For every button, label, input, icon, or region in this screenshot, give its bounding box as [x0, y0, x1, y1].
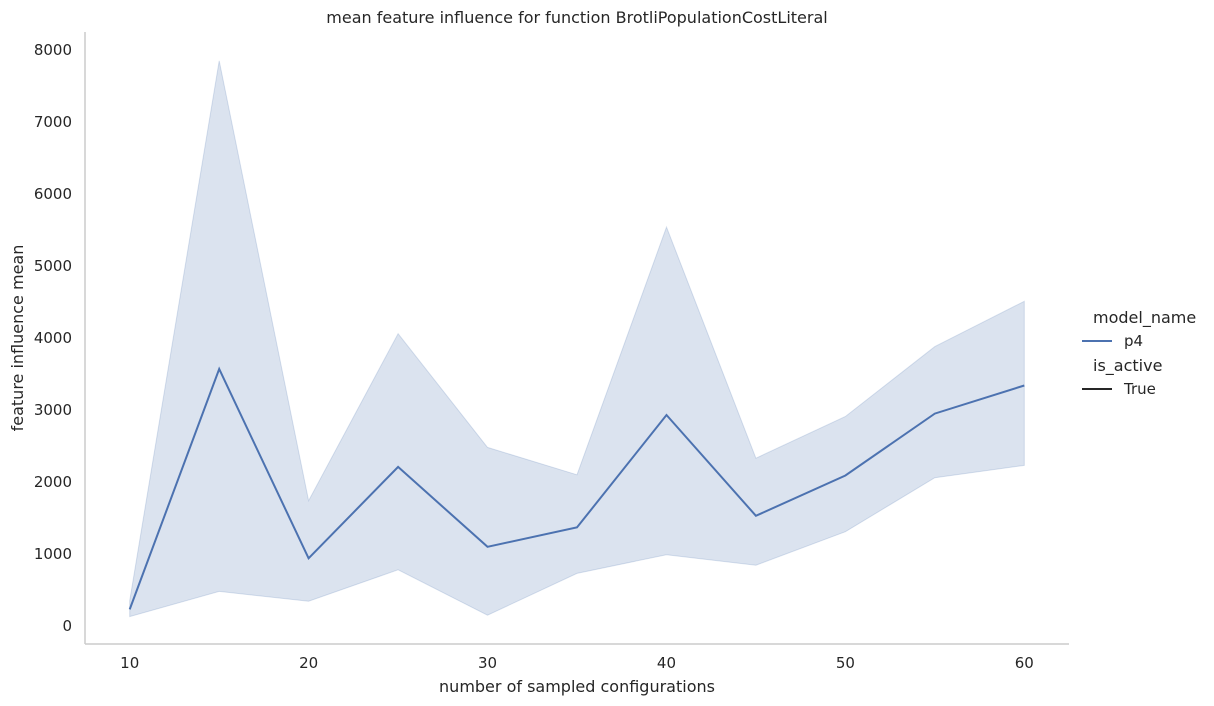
legend-label-true: True — [1123, 380, 1156, 398]
x-tick-label: 20 — [299, 654, 318, 672]
x-axis-label: number of sampled configurations — [439, 677, 715, 696]
x-tick-labels: 10 20 30 40 50 60 — [120, 654, 1034, 672]
y-tick-label: 3000 — [34, 401, 72, 419]
x-tick-label: 10 — [120, 654, 139, 672]
series-line-p4 — [128, 366, 1025, 610]
y-tick-labels: 0 1000 2000 3000 4000 5000 6000 7000 8000 — [34, 41, 72, 635]
y-tick-label: 8000 — [34, 41, 72, 59]
y-tick-label: 6000 — [34, 185, 72, 203]
y-tick-label: 5000 — [34, 257, 72, 275]
chart-title: mean feature influence for function Brot… — [326, 8, 827, 27]
legend-title-is-active: is_active — [1093, 356, 1162, 376]
legend: model_name p4 is_active True — [1082, 308, 1196, 398]
x-tick-label: 40 — [657, 654, 676, 672]
plot-area — [128, 60, 1025, 618]
confidence-band — [129, 60, 1025, 618]
x-tick-label: 60 — [1015, 654, 1034, 672]
y-tick-label: 7000 — [34, 113, 72, 131]
y-tick-label: 4000 — [34, 329, 72, 347]
y-tick-label: 2000 — [34, 473, 72, 491]
legend-title-model-name: model_name — [1093, 308, 1196, 328]
x-tick-label: 30 — [478, 654, 497, 672]
y-tick-label: 0 — [62, 617, 72, 635]
y-axis-label: feature influence mean — [8, 245, 27, 432]
y-tick-label: 1000 — [34, 545, 72, 563]
x-tick-label: 50 — [836, 654, 855, 672]
legend-label-p4: p4 — [1124, 332, 1143, 350]
